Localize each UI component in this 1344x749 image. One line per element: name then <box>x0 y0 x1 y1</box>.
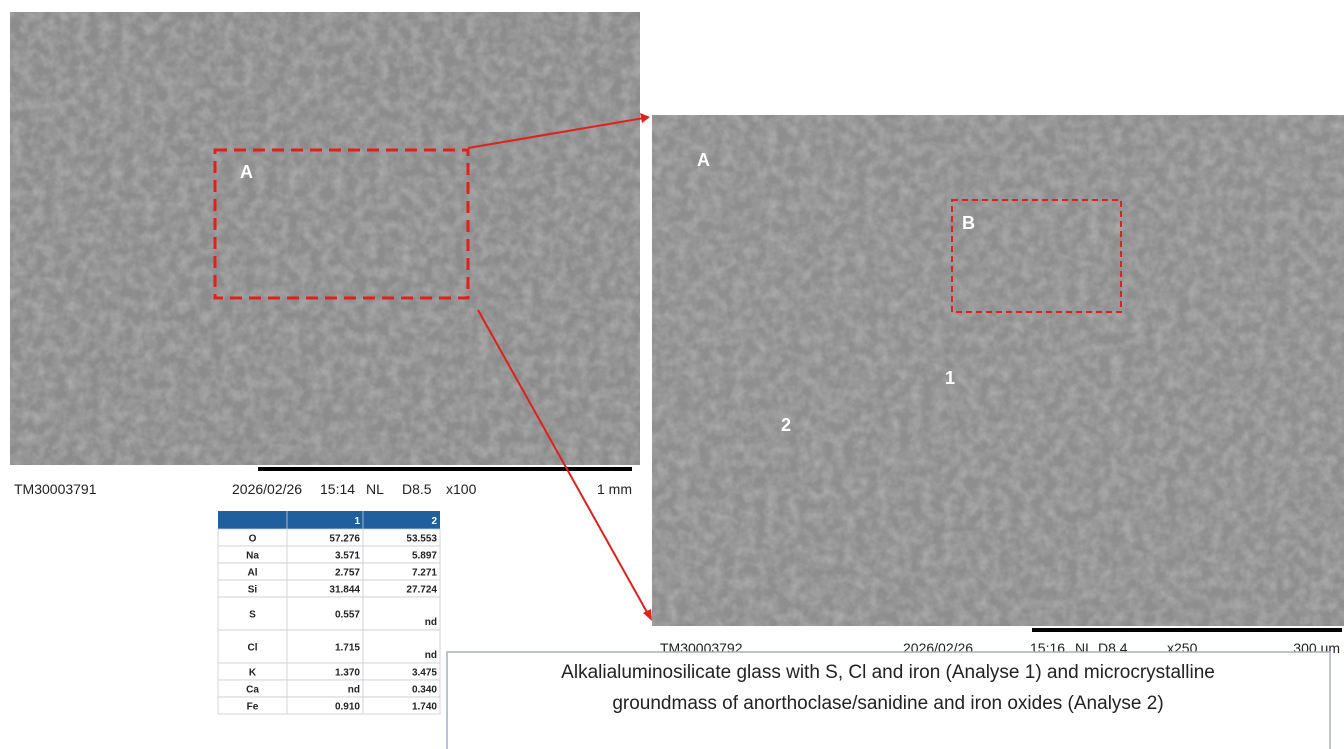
value-cell: 1.370 <box>335 668 360 679</box>
element-cell: O <box>249 534 257 545</box>
element-cell: K <box>249 668 257 679</box>
value-cell: 3.475 <box>412 668 437 679</box>
label: A <box>240 162 253 182</box>
arrow-head <box>643 609 652 621</box>
element-cell: S <box>249 610 256 621</box>
element-cell: Si <box>248 585 258 596</box>
footer-scale: 1 mm <box>597 481 632 497</box>
value-cell: 3.571 <box>335 551 360 562</box>
composition-table: 1 2 O 57.276 53.553 Na 3.571 5.897 Al 2.757 7.271 S… <box>218 511 440 714</box>
value-cell: 0.557 <box>335 610 360 621</box>
element-cell: Fe <box>247 702 259 713</box>
value-cell: 27.724 <box>406 585 437 596</box>
footer-distance: D8.5 <box>402 481 432 497</box>
footer-mode: NL <box>366 481 384 497</box>
caption-line: Alkalialuminosilicate glass with S, Cl a… <box>561 662 1215 683</box>
caption-line: groundmass of anorthoclase/sanidine and … <box>612 693 1163 714</box>
value-cell: nd <box>348 685 360 696</box>
value-cell: 53.553 <box>406 534 437 545</box>
footer-time: 15:14 <box>320 481 355 497</box>
value-cell: nd <box>425 617 437 628</box>
column-header: 2 <box>431 516 437 527</box>
footer-magnification: x100 <box>446 481 477 497</box>
value-cell: 1.715 <box>335 643 360 654</box>
value-cell: 2.757 <box>335 568 360 579</box>
arrow-head <box>640 113 650 123</box>
value-cell: 5.897 <box>412 551 437 562</box>
label: B <box>962 213 975 233</box>
label: A <box>697 150 710 170</box>
texture <box>10 12 640 465</box>
header-row <box>218 511 440 529</box>
footer-date: 2026/02/26 <box>232 481 302 497</box>
column-header: 1 <box>354 516 360 527</box>
value-cell: 7.271 <box>412 568 437 579</box>
page: A TM30003791 2026/02/26 15:14 NL D8.5 x1… <box>0 0 1344 749</box>
element-cell: Al <box>248 568 258 579</box>
element-cell: Cl <box>248 643 258 654</box>
footer-id: TM30003791 <box>14 481 97 497</box>
value-cell: 0.910 <box>335 702 360 713</box>
value-cell: 1.740 <box>412 702 437 713</box>
texture <box>652 115 1344 626</box>
value-cell: 57.276 <box>329 534 360 545</box>
value-cell: 31.844 <box>329 585 360 596</box>
label: 2 <box>781 415 791 435</box>
element-cell: Na <box>246 551 259 562</box>
value-cell: nd <box>425 650 437 661</box>
value-cell: 0.340 <box>412 685 437 696</box>
element-cell: Ca <box>246 685 259 696</box>
label: 1 <box>945 368 955 388</box>
figure: A TM30003791 2026/02/26 15:14 NL D8.5 x1… <box>0 0 1344 749</box>
